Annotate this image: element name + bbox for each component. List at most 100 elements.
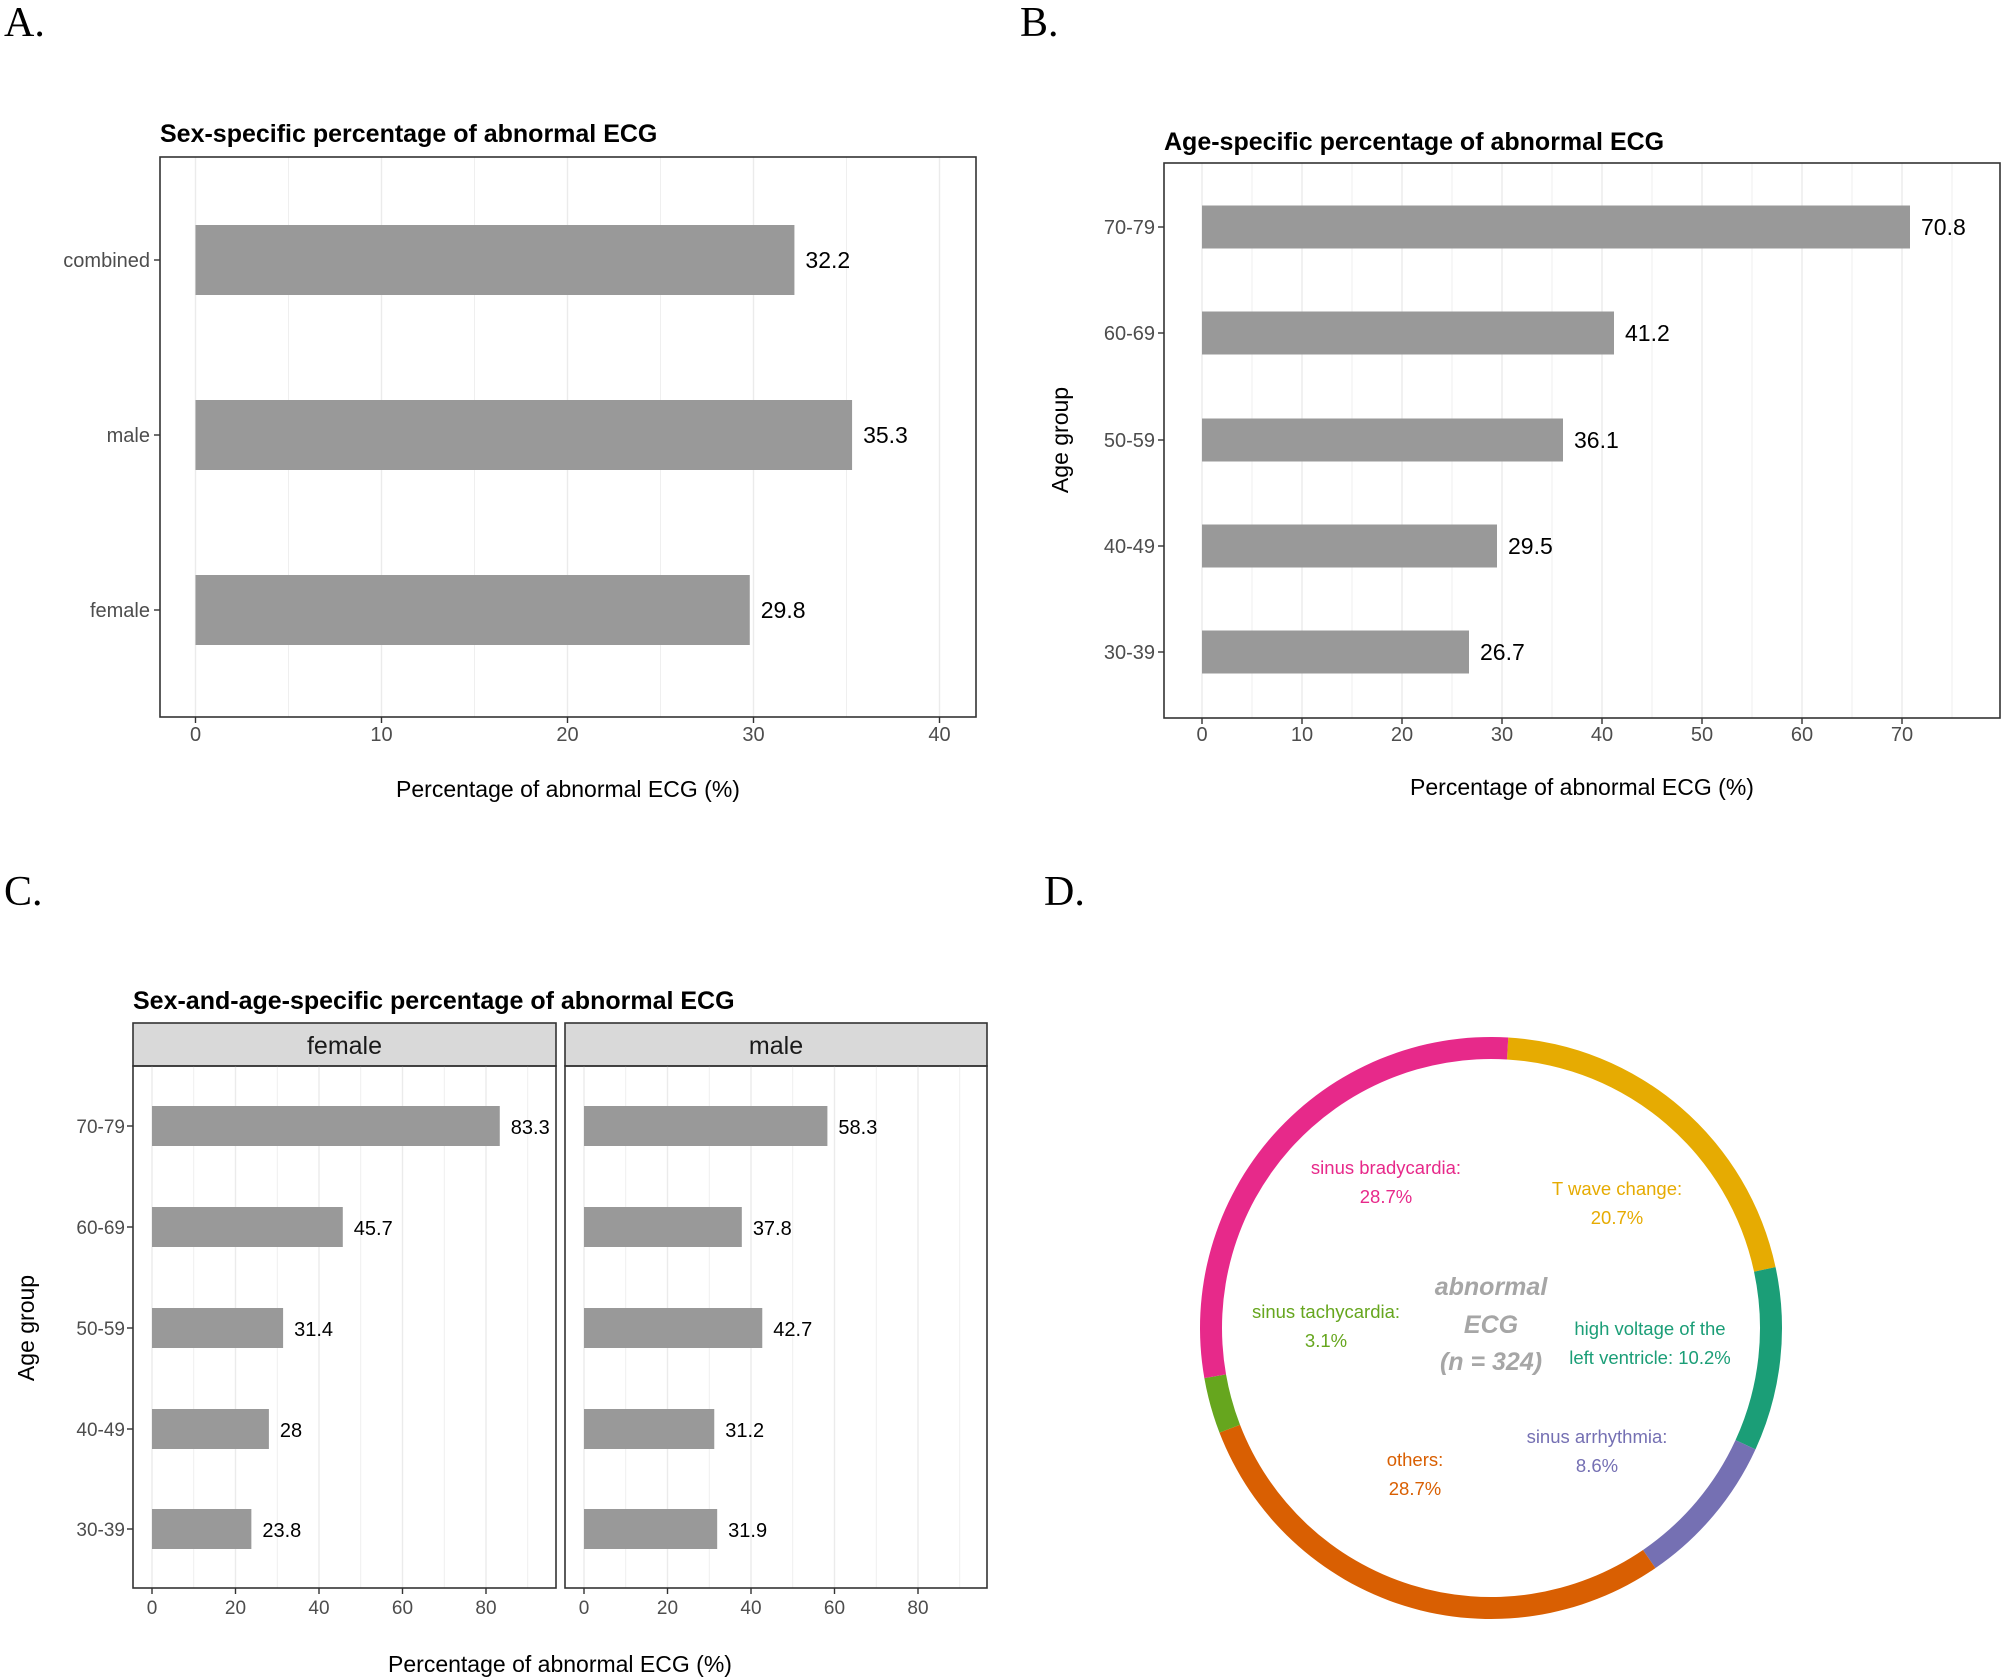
chart-c-male-bar [584,1308,763,1348]
facet-panel-female-border [132,1065,557,1589]
chart-a-bar-value-label: 32.2 [805,247,850,273]
chart-b-bar [1202,205,1910,249]
chart-a-x-tick-label: 10 [370,724,392,746]
donut-slice-value: 3.1% [1305,1330,1347,1351]
chart-c-title: Sex-and-age-specific percentage of abnor… [133,987,735,1015]
chart-c-male-x-tick-label: 0 [579,1598,590,1619]
chart-c-female-bar [152,1207,343,1247]
chart-c-category-labels: 70-79 60-69 50-59 40-49 30-39 [76,1117,133,1541]
chart-b-category-label: 70-79 [1104,217,1155,239]
chart-b-category-label: 60-69 [1104,323,1155,345]
donut-slice-label: high voltage of the [1574,1318,1725,1339]
chart-c-female-bar [152,1409,269,1449]
chart-a-x-tick-label: 30 [742,724,764,746]
panel-letter-d: D. [1044,869,1085,915]
chart-b-y-axis-label: Age group [1047,387,1073,493]
chart-b-category-label: 50-59 [1104,430,1155,452]
donut-slice [1204,1374,1241,1433]
chart-b-bar [1202,524,1497,568]
facet-strip-female [132,1022,557,1067]
chart-sex-specific: Sex-specific percentage of abnormal ECG … [63,120,977,802]
donut-slice-label: T wave change: [1552,1178,1682,1199]
facet-strip-male [564,1022,988,1067]
donut-slice-value: 20.7% [1591,1207,1643,1228]
chart-b-x-tick-label: 70 [1891,724,1913,746]
donut-slice-label: others: [1387,1449,1444,1470]
chart-b-bar-value-label: 26.7 [1480,639,1525,665]
facet-strip-female-label: female [307,1032,382,1060]
chart-a-x-tick-label: 0 [190,724,201,746]
chart-c-male-x-tick-label: 60 [824,1598,845,1619]
chart-c-female-x-tick-label: 20 [225,1598,246,1619]
chart-c-male-bar [584,1207,742,1247]
chart-c-y-axis-label: Age group [13,1275,39,1381]
chart-b-bar-value-label: 36.1 [1574,427,1619,453]
chart-b-x-tick-label: 60 [1791,724,1813,746]
chart-sex-and-age-specific: Sex-and-age-specific percentage of abnor… [13,987,988,1677]
chart-c-male-bar [584,1409,715,1449]
panel-letter-a: A. [4,0,45,46]
chart-c-female-x-tick-label: 60 [392,1598,413,1619]
donut-slice [1735,1267,1782,1450]
chart-c-female-bar [152,1308,284,1348]
chart-b-panel-border [1163,162,2001,719]
chart-c-female-bar [152,1106,500,1146]
donut-slice-label: sinus bradycardia: [1311,1157,1461,1178]
chart-abnormal-ecg-donut: T wave change: 20.7% high voltage of the le… [1200,1037,1782,1619]
chart-c-male-bar-value-label: 31.9 [728,1520,767,1542]
chart-b-x-tick-label: 20 [1391,724,1413,746]
chart-a-category-labels: combined male female [63,250,160,622]
chart-c-male-bar-value-label: 42.7 [773,1319,812,1341]
chart-b-bar-value-label: 29.5 [1508,533,1553,559]
panel-letter-c: C. [4,869,43,915]
chart-c-male-x-tick-label: 20 [657,1598,678,1619]
chart-a-bar [195,575,750,645]
donut-center-line-1: abnormal [1435,1273,1549,1301]
panel-letter-b: B. [1020,0,1059,46]
chart-c-female-bar-value-label: 31.4 [294,1319,333,1341]
chart-b-category-label: 30-39 [1104,642,1155,664]
donut-slice-label: sinus arrhythmia: [1527,1426,1668,1447]
chart-c-female-x-tick-label: 0 [147,1598,158,1619]
chart-a-panel-border [159,156,977,718]
chart-b-title: Age-specific percentage of abnormal ECG [1164,128,1664,156]
chart-b-x-tick-label: 0 [1196,724,1207,746]
chart-b-bars: 70.8 41.2 36.1 29.5 26.7 [1202,205,1966,674]
chart-a-category-label: female [90,600,150,622]
chart-c-x-axis-label: Percentage of abnormal ECG (%) [388,1651,732,1677]
chart-c-male-x-tick-label: 80 [907,1598,928,1619]
chart-b-x-tick-label: 30 [1491,724,1513,746]
donut-slices [1200,1037,1782,1619]
chart-a-bar-value-label: 29.8 [761,597,806,623]
chart-c-male-bar-value-label: 37.8 [753,1218,792,1240]
chart-c-female-category-label: 60-69 [76,1218,125,1239]
donut-slice-value: 28.7% [1389,1478,1441,1499]
chart-a-bar [195,225,795,295]
chart-b-x-tick-label: 10 [1291,724,1313,746]
donut-center-line-2: ECG [1464,1311,1518,1339]
chart-c-female-bar-value-label: 23.8 [262,1520,301,1542]
chart-a-x-tick-label: 40 [928,724,950,746]
chart-a-x-tick-label: 20 [556,724,578,746]
donut-slice-label: left ventricle: 10.2% [1569,1347,1730,1368]
chart-c-male-bar [584,1106,828,1146]
chart-c-male-bar [584,1509,718,1549]
chart-a-category-label: male [107,425,150,447]
chart-b-category-label: 40-49 [1104,536,1155,558]
chart-c-bars: 83.3 45.7 31.4 28 23.8 58.3 37.8 42.7 31.2 31.9 [152,1106,877,1549]
chart-c-female-bar-value-label: 83.3 [511,1117,550,1139]
donut-labels: T wave change: 20.7% high voltage of the le… [1252,1157,1731,1499]
donut-slice-label: sinus tachycardia: [1252,1301,1400,1322]
facet-strip-male-label: male [749,1032,803,1060]
chart-c-female-category-label: 40-49 [76,1420,125,1441]
chart-c-male-bar-value-label: 58.3 [838,1117,877,1139]
chart-c-female-bar-value-label: 45.7 [354,1218,393,1240]
chart-b-bar [1202,630,1469,674]
chart-age-specific: Age-specific percentage of abnormal ECG … [1047,128,2001,800]
chart-c-female-category-label: 70-79 [76,1117,125,1138]
chart-b-bar-value-label: 41.2 [1625,320,1670,346]
chart-c-male-x-tick-label: 40 [740,1598,761,1619]
chart-a-x-axis-label: Percentage of abnormal ECG (%) [396,776,740,802]
donut-center-line-3: (n = 324) [1440,1348,1542,1376]
